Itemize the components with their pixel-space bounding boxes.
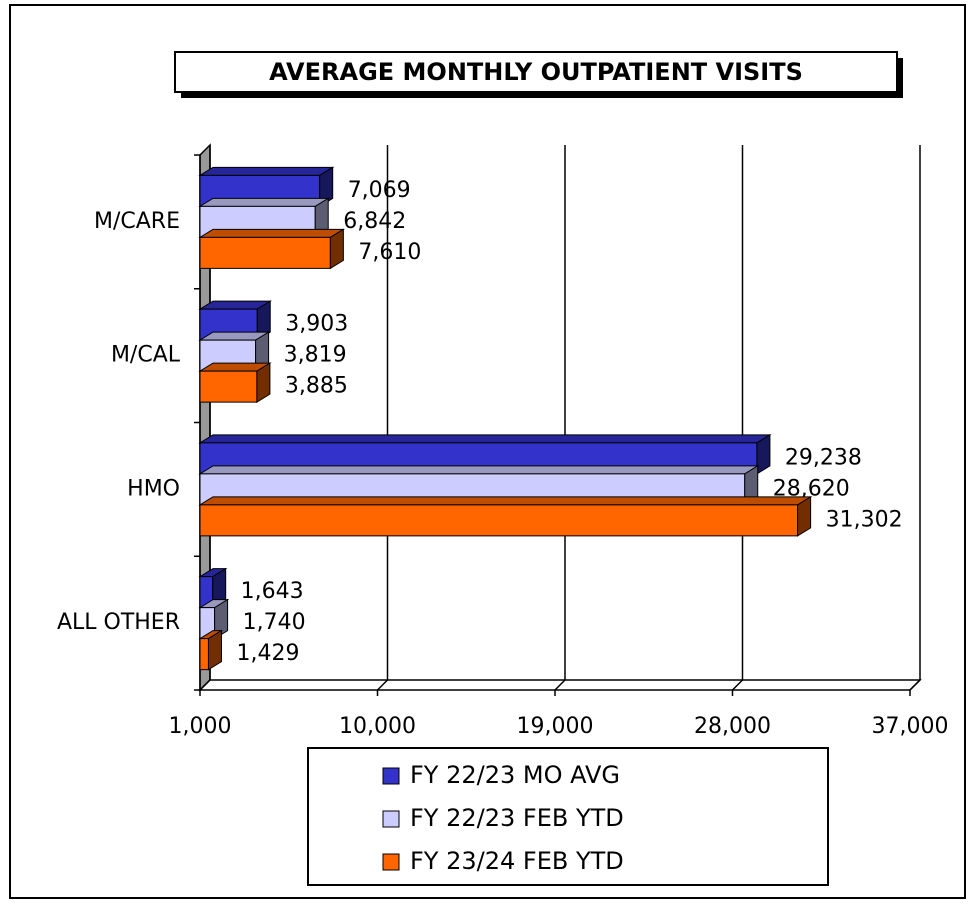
data-label: 1,643	[241, 579, 304, 604]
bar-front	[199, 638, 209, 671]
bar-top	[198, 197, 330, 207]
title-box	[174, 51, 898, 93]
y-tick-label: M/CAL	[111, 343, 181, 368]
y-tick-label: HMO	[127, 476, 180, 501]
x-tick	[909, 679, 921, 691]
bar-side	[797, 495, 812, 537]
bar	[198, 228, 346, 270]
data-label: 7,069	[348, 178, 411, 203]
bar	[198, 629, 224, 671]
x-tick-label: 28,000	[694, 714, 771, 739]
legend-swatch	[382, 767, 400, 785]
bar-side	[207, 629, 222, 671]
x-tick-label: 1,000	[169, 714, 232, 739]
data-label: 7,610	[358, 240, 421, 265]
bar	[198, 598, 230, 640]
bar-top	[198, 496, 813, 506]
data-label: 29,238	[785, 445, 862, 470]
legend-swatch	[382, 853, 400, 871]
y-tick-label: ALL OTHER	[57, 610, 180, 635]
bar-side	[756, 433, 771, 475]
bar-top	[198, 228, 346, 238]
x-tick	[376, 679, 389, 691]
bar-side	[256, 300, 271, 342]
legend-swatch	[382, 810, 400, 828]
bar-side	[319, 166, 334, 208]
bar-front	[199, 236, 331, 269]
x-tick	[731, 679, 744, 691]
data-label: 31,302	[826, 507, 903, 532]
x-tick	[554, 679, 566, 691]
data-label: 3,885	[285, 374, 348, 399]
x-tick	[199, 679, 211, 691]
legend-label: FY 22/23 MO AVG	[410, 761, 620, 789]
bar-front	[199, 504, 799, 537]
x-tick-label: 10,000	[339, 714, 416, 739]
data-label: 3,819	[284, 343, 347, 368]
bar-top	[198, 434, 772, 444]
x-tick-label: 19,000	[517, 714, 594, 739]
legend-label: FY 22/23 FEB YTD	[410, 804, 624, 832]
data-label: 1,740	[243, 610, 306, 635]
bar-top	[198, 465, 760, 475]
bar-side	[214, 598, 229, 640]
bar	[198, 567, 228, 609]
data-label: 3,903	[285, 312, 348, 337]
bar-side	[329, 228, 344, 270]
bar	[198, 495, 813, 537]
x-tick-label: 37,000	[872, 714, 949, 739]
bar	[198, 362, 272, 404]
data-label: 6,842	[343, 209, 406, 234]
bar-front	[199, 370, 258, 403]
chart-title: AVERAGE MONTHLY OUTPATIENT VISITS	[269, 58, 803, 86]
legend-label: FY 23/24 FEB YTD	[410, 847, 624, 875]
bar-top	[198, 166, 335, 176]
y-tick-label: M/CARE	[94, 209, 180, 234]
bar-side	[256, 362, 271, 404]
data-label: 1,429	[236, 641, 299, 666]
